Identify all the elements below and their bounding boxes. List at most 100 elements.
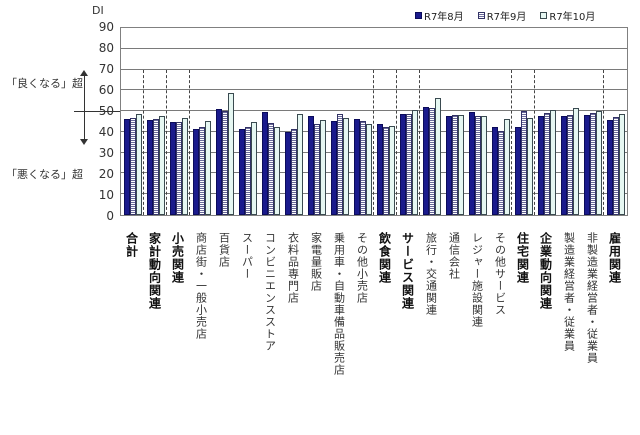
x-tick-label: レジャー施設関連	[470, 232, 484, 328]
bar-group	[236, 28, 259, 215]
category-divider	[373, 69, 374, 215]
x-tick-label: 住宅関連	[515, 232, 530, 284]
good-exceeds-label: 「良くなる」超	[6, 77, 83, 90]
bar	[284, 132, 291, 215]
bar	[434, 98, 441, 215]
bar	[273, 126, 280, 215]
x-tick-label: 百貨店	[217, 232, 231, 268]
bar	[152, 118, 159, 215]
bar	[192, 129, 199, 215]
bar	[422, 106, 429, 215]
bar	[618, 114, 625, 215]
bar	[549, 109, 556, 215]
legend-item-aug: R7年8月	[415, 8, 464, 23]
legend-label: R7年10月	[549, 12, 596, 23]
category-divider	[166, 69, 167, 215]
bar	[491, 126, 498, 215]
bar	[175, 121, 182, 215]
x-tick-label: 製造業経営者・従業員	[562, 232, 576, 352]
x-tick-label: その他サービス	[493, 232, 507, 316]
y-tick: 80	[98, 41, 114, 55]
legend-swatch	[477, 12, 485, 19]
bar	[497, 130, 504, 215]
bar	[198, 127, 205, 215]
x-tick-label: 小売関連	[170, 232, 185, 284]
x-tick-label: その他小売店	[355, 232, 369, 304]
y-tick: 60	[98, 83, 114, 97]
bar	[457, 115, 464, 215]
bar	[215, 108, 222, 215]
bar	[388, 125, 395, 215]
bar	[296, 114, 303, 215]
bar	[267, 123, 274, 215]
bar	[451, 115, 458, 215]
bar	[181, 117, 188, 215]
category-divider	[534, 69, 535, 215]
category-divider	[511, 69, 512, 215]
bar	[307, 116, 314, 215]
bar	[589, 113, 596, 215]
y-tick: 0	[106, 209, 114, 223]
x-tick-label: スーパー	[240, 232, 254, 280]
bar	[313, 124, 320, 215]
bar	[399, 113, 406, 215]
x-tick-label: 衣料品専門店	[286, 232, 300, 304]
bar	[526, 117, 533, 215]
bar	[595, 110, 602, 215]
bar-group	[190, 28, 213, 215]
bar	[227, 93, 234, 215]
bar	[336, 114, 343, 215]
fifty-marker	[74, 111, 120, 112]
legend-label: R7年8月	[424, 12, 464, 23]
bar	[129, 117, 136, 215]
arrow-line	[84, 75, 85, 143]
bar	[146, 119, 153, 215]
legend-item-sep: R7年9月	[477, 8, 526, 23]
category-divider	[189, 69, 190, 215]
bar-group	[397, 28, 420, 215]
bad-exceeds-label: 「悪くなる」超	[6, 168, 83, 181]
category-divider	[419, 69, 420, 215]
bar-group	[121, 28, 144, 215]
x-tick-label: 家電量販店	[309, 232, 323, 292]
bar	[474, 116, 481, 215]
x-tick-label: サービス関連	[400, 232, 415, 310]
category-divider	[396, 69, 397, 215]
bar	[514, 126, 521, 215]
bar-group	[512, 28, 535, 215]
bar	[428, 107, 435, 215]
bar-group	[213, 28, 236, 215]
arrow-up-icon	[80, 70, 88, 76]
bar-group	[144, 28, 167, 215]
gridline	[121, 130, 627, 132]
x-tick-label: 旅行・交通関連	[424, 232, 438, 316]
x-tick-label: 飲食関連	[377, 232, 392, 284]
bar	[353, 119, 360, 215]
x-tick-label: 家計動向関連	[147, 232, 162, 310]
bar-group	[604, 28, 627, 215]
bar	[342, 118, 349, 215]
bar	[583, 115, 590, 215]
y-axis-title: DI	[92, 4, 104, 17]
bar	[503, 119, 510, 215]
bar-group	[282, 28, 305, 215]
bar	[158, 115, 165, 215]
bar	[290, 128, 297, 215]
bar	[221, 110, 228, 215]
gridline	[121, 47, 627, 49]
y-tick: 10	[98, 188, 114, 202]
x-tick-label: コンビニエンスストア	[263, 232, 277, 352]
x-tick-label: 商店街・一般小売店	[194, 232, 208, 340]
y-tick: 30	[98, 146, 114, 160]
bar	[445, 116, 452, 215]
bar-group	[535, 28, 558, 215]
gridline	[121, 172, 627, 174]
legend-swatch	[540, 12, 548, 19]
y-tick: 40	[98, 125, 114, 139]
x-tick-label: 非製造業経営者・従業員	[585, 232, 599, 364]
y-tick: 20	[98, 167, 114, 181]
y-tick: 90	[98, 20, 114, 34]
plot-area	[120, 27, 628, 216]
bar	[261, 111, 268, 215]
category-divider	[603, 69, 604, 215]
